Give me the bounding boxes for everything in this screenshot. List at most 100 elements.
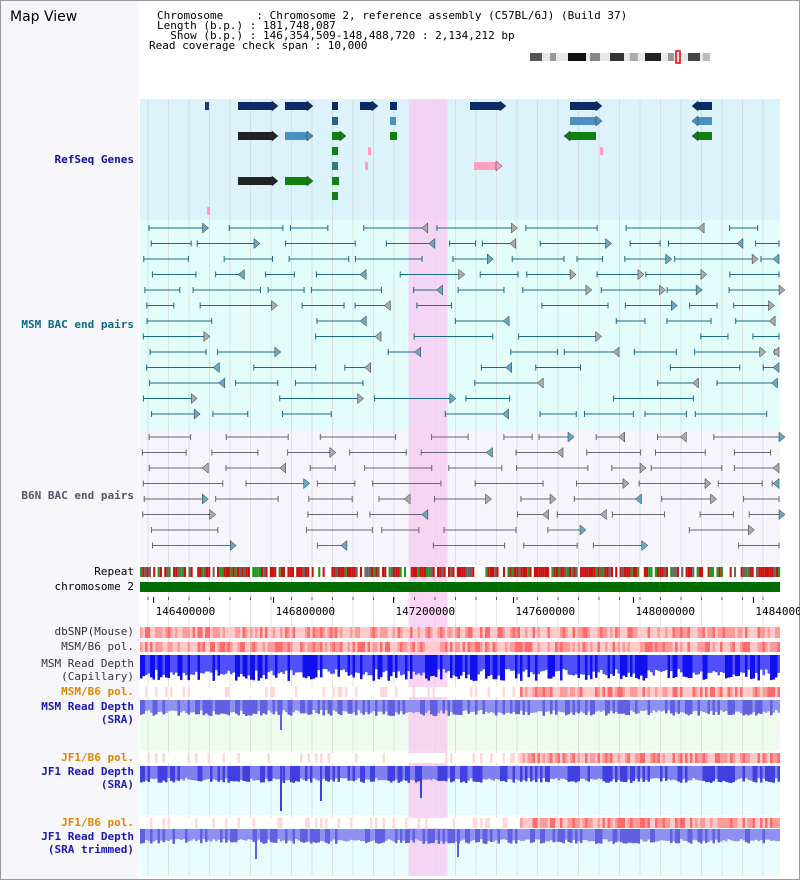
track-label-b6n-bac[interactable]: B6N BAC end pairs [21, 489, 134, 502]
b6n-bac-end-marker[interactable] [704, 477, 712, 490]
msm-bac-end-marker[interactable] [428, 237, 436, 250]
refseq-gene[interactable] [238, 102, 272, 110]
track-label-chromosome[interactable]: chromosome 2 [54, 580, 134, 593]
b6n-bac-end-marker[interactable] [772, 462, 780, 474]
msm-bac-end-marker[interactable] [374, 330, 382, 343]
track-label-repeat[interactable]: Repeat [94, 565, 134, 578]
b6n-bac-end-marker[interactable] [618, 431, 625, 443]
msm-bac-end-marker[interactable] [768, 299, 775, 312]
track-label-jf1-pol-1[interactable]: JF1/B6 pol. [61, 751, 134, 764]
b6n-bac-end-marker[interactable] [279, 462, 287, 474]
refseq-gene[interactable] [332, 147, 338, 155]
refseq-gene[interactable] [570, 132, 596, 140]
refseq-gene[interactable] [365, 162, 368, 170]
msm-bac-end-marker[interactable] [436, 284, 443, 296]
msm-bac-end-marker[interactable] [772, 361, 780, 374]
msm-bac-end-marker[interactable] [637, 268, 645, 281]
b6n-bac-end-marker[interactable] [549, 493, 557, 505]
b6n-bac-end-marker[interactable] [772, 477, 780, 490]
gene-strand-arrow[interactable] [271, 175, 279, 187]
msm-bac-end-marker[interactable] [359, 268, 367, 281]
refseq-gene[interactable] [600, 147, 603, 155]
refseq-gene[interactable] [332, 192, 338, 200]
msm-bac-end-marker[interactable] [357, 392, 365, 405]
refseq-gene[interactable] [390, 132, 397, 140]
msm-bac-end-marker[interactable] [502, 315, 510, 327]
gene-strand-arrow[interactable] [339, 130, 347, 142]
track-label-msm-depth-sra[interactable]: MSM Read Depth [41, 700, 134, 713]
msm-bac-end-marker[interactable] [212, 361, 220, 374]
refseq-gene[interactable] [474, 162, 496, 170]
gene-strand-arrow[interactable] [595, 100, 603, 112]
refseq-gene[interactable] [285, 177, 307, 185]
msm-bac-end-marker[interactable] [772, 253, 780, 265]
b6n-bac-end-marker[interactable] [599, 508, 607, 521]
b6n-bac-end-marker[interactable] [748, 524, 755, 536]
msm-bac-end-marker[interactable] [697, 222, 705, 234]
b6n-bac-end-marker[interactable] [567, 431, 575, 443]
gene-strand-arrow[interactable] [306, 130, 314, 142]
refseq-gene[interactable] [238, 132, 272, 140]
gene-strand-arrow[interactable] [271, 130, 279, 142]
refseq-gene[interactable] [368, 147, 371, 155]
track-label-refseq[interactable]: RefSeq Genes [54, 153, 134, 166]
msm-bac-end-marker[interactable] [202, 222, 209, 234]
refseq-gene[interactable] [390, 117, 396, 125]
msm-bac-end-marker[interactable] [502, 408, 509, 420]
msm-bac-end-marker[interactable] [359, 315, 367, 327]
gene-strand-arrow[interactable] [691, 100, 699, 112]
b6n-bac-end-marker[interactable] [622, 477, 630, 490]
track-label-dbsnp[interactable]: dbSNP(Mouse) [54, 625, 134, 638]
b6n-bac-end-marker[interactable] [710, 493, 717, 505]
b6n-bac-end-marker[interactable] [303, 477, 311, 490]
msm-bac-end-marker[interactable] [511, 222, 518, 234]
msm-bac-end-marker[interactable] [605, 237, 612, 250]
msm-bac-end-marker[interactable] [458, 268, 466, 281]
msm-bac-end-marker[interactable] [692, 377, 699, 389]
msm-bac-end-marker[interactable] [536, 377, 544, 389]
msm-bac-end-marker[interactable] [751, 253, 759, 265]
msm-bac-end-marker[interactable] [569, 268, 577, 281]
msm-bac-end-marker[interactable] [695, 284, 703, 296]
msm-bac-end-marker[interactable] [659, 284, 666, 296]
msm-bac-end-marker[interactable] [203, 330, 211, 343]
msm-bac-end-marker[interactable] [612, 346, 620, 358]
msm-bac-end-marker[interactable] [736, 237, 744, 250]
track-label-msm-depth-cap[interactable]: MSM Read Depth [41, 657, 134, 670]
b6n-bac-end-marker[interactable] [340, 539, 348, 552]
b6n-bac-end-marker[interactable] [641, 539, 649, 552]
gene-strand-arrow[interactable] [271, 100, 279, 112]
b6n-bac-end-marker[interactable] [542, 508, 549, 521]
gene-strand-arrow[interactable] [595, 115, 603, 127]
b6n-bac-end-marker[interactable] [635, 493, 642, 505]
msm-bac-end-marker[interactable] [700, 268, 708, 281]
b6n-bac-end-marker[interactable] [201, 462, 209, 474]
msm-bac-end-marker[interactable] [778, 284, 786, 296]
refseq-gene[interactable] [207, 207, 210, 215]
refseq-gene[interactable] [470, 102, 500, 110]
msm-bac-end-marker[interactable] [772, 346, 780, 358]
msm-bac-end-marker[interactable] [218, 377, 226, 389]
gene-strand-arrow[interactable] [691, 130, 699, 142]
b6n-bac-end-marker[interactable] [421, 508, 429, 521]
b6n-bac-end-marker[interactable] [403, 493, 411, 505]
b6n-bac-end-marker[interactable] [486, 446, 493, 459]
refseq-gene[interactable] [698, 132, 712, 140]
gene-strand-arrow[interactable] [306, 175, 314, 187]
refseq-gene[interactable] [238, 177, 272, 185]
track-label-msm-pol-1[interactable]: MSM/B6 pol. [61, 640, 134, 653]
b6n-bac-end-marker[interactable] [778, 508, 786, 521]
msm-bac-end-marker[interactable] [771, 377, 778, 389]
refseq-gene[interactable] [360, 102, 372, 110]
msm-bac-end-marker[interactable] [768, 315, 776, 327]
refseq-gene[interactable] [332, 177, 339, 185]
msm-bac-end-marker[interactable] [237, 268, 245, 281]
b6n-bac-end-marker[interactable] [679, 431, 687, 443]
gene-strand-arrow[interactable] [563, 130, 571, 142]
refseq-gene[interactable] [570, 102, 596, 110]
refseq-gene[interactable] [332, 117, 338, 125]
track-label-msm-pol-2[interactable]: MSM/B6 pol. [61, 685, 134, 698]
msm-bac-end-marker[interactable] [414, 346, 422, 358]
ideogram-position-marker[interactable] [675, 50, 681, 64]
chromosome-bar[interactable] [140, 582, 780, 592]
